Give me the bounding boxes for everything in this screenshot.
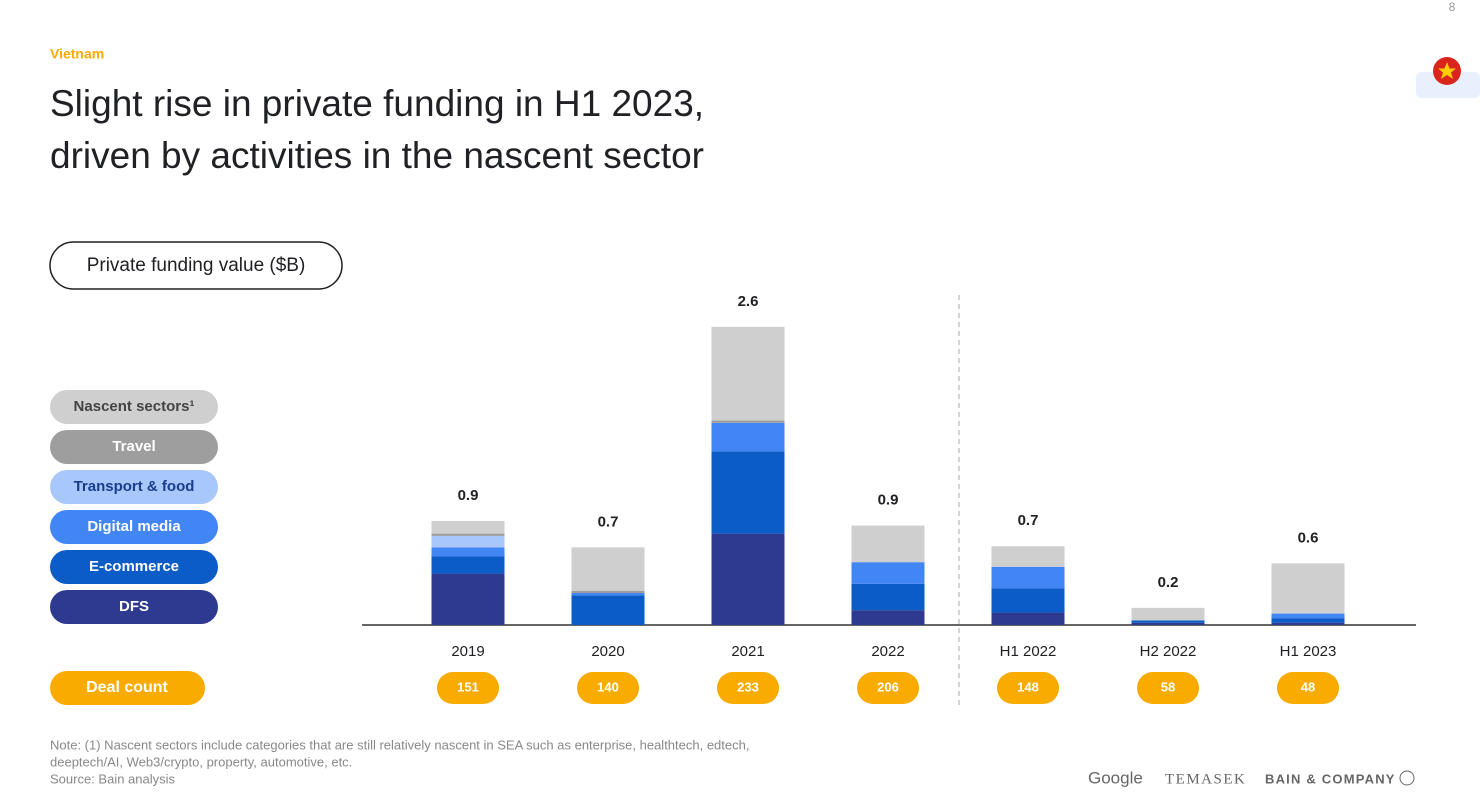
legend-label: Nascent sectors¹ xyxy=(74,398,195,415)
bar-segment xyxy=(1131,607,1205,621)
note: deeptech/AI, Web3/crypto, property, auto… xyxy=(50,754,352,769)
title-line: driven by activities in the nascent sect… xyxy=(50,135,704,176)
bar-segment xyxy=(711,451,785,534)
bar-segment xyxy=(431,535,505,548)
bar-segment xyxy=(991,588,1065,613)
legend-pill xyxy=(50,510,218,544)
x-tick-label: H2 2022 xyxy=(1140,643,1197,660)
x-tick-label: 2021 xyxy=(731,643,764,660)
bar-segment xyxy=(571,547,645,591)
bar-segment xyxy=(1271,613,1345,619)
title-line: Slight rise in private funding in H1 202… xyxy=(50,83,704,124)
bar-segment xyxy=(571,595,645,625)
legend-pill xyxy=(50,470,218,504)
legend-pill xyxy=(50,390,218,424)
bar-segment xyxy=(1271,563,1345,614)
bar-segment xyxy=(851,562,925,584)
deal-count-pill xyxy=(717,672,779,704)
deal-count-pill xyxy=(437,672,499,704)
legend-pill xyxy=(50,590,218,624)
bar-segment xyxy=(851,525,925,563)
total-label: 0.2 xyxy=(1158,574,1179,591)
total-label: 0.7 xyxy=(1018,512,1039,529)
deal-count: 58 xyxy=(1161,679,1175,694)
bar-segment xyxy=(851,583,925,611)
axis-label: Private funding value ($B) xyxy=(87,255,306,276)
legend-label: Transport & food xyxy=(74,478,195,495)
note: Note: (1) Nascent sectors include catego… xyxy=(50,737,749,752)
bar-segment xyxy=(571,590,645,594)
legend-label: E-commerce xyxy=(89,558,179,575)
bar-segment xyxy=(431,573,505,625)
flag-tab xyxy=(1416,72,1480,98)
legend-pill xyxy=(50,430,218,464)
x-tick-label: 2022 xyxy=(871,643,904,660)
total-label: 0.9 xyxy=(878,492,899,509)
deal-count: 206 xyxy=(877,679,899,694)
bar-segment xyxy=(1271,622,1345,625)
bar-segment xyxy=(711,420,785,423)
total-label: 0.9 xyxy=(458,487,479,504)
deal-count-pill xyxy=(1137,672,1199,704)
deal-count: 148 xyxy=(1017,679,1039,694)
logo: Google xyxy=(1088,768,1143,787)
deal-count-pill xyxy=(577,672,639,704)
section-label: Vietnam xyxy=(50,46,104,62)
deal-count: 151 xyxy=(457,679,479,694)
bar-segment xyxy=(991,546,1065,567)
axis-label-pill xyxy=(49,241,343,290)
deal-count-pill xyxy=(50,671,205,705)
legend-label: DFS xyxy=(119,598,149,615)
total-label: 0.6 xyxy=(1298,529,1319,546)
legend-pill xyxy=(50,550,218,584)
bar-segment xyxy=(431,556,505,574)
legend-label: Travel xyxy=(112,438,155,455)
bar-segment xyxy=(851,610,925,625)
logo-mark xyxy=(1399,770,1415,786)
logo: BAIN & COMPANY xyxy=(1265,771,1396,786)
bar-segment xyxy=(711,422,785,452)
x-tick-label: 2019 xyxy=(451,643,484,660)
bar-segment xyxy=(711,533,785,625)
bar-segment xyxy=(431,521,505,534)
page-number: 8 xyxy=(1449,0,1456,14)
deal-count-pill xyxy=(997,672,1059,704)
deal-count: 48 xyxy=(1301,679,1315,694)
bar-segment xyxy=(431,533,505,536)
legend-label: Digital media xyxy=(87,518,181,535)
logo: TEMASEK xyxy=(1165,771,1246,787)
source: Source: Bain analysis xyxy=(50,771,176,786)
x-tick-label: H1 2022 xyxy=(1000,643,1057,660)
deal-count-pill xyxy=(1277,672,1339,704)
deal-count-label: Deal count xyxy=(86,679,168,696)
bar-segment xyxy=(991,566,1065,589)
deal-count: 140 xyxy=(597,679,619,694)
flag-star xyxy=(1438,62,1456,79)
deal-count: 233 xyxy=(737,679,759,694)
x-tick-label: 2020 xyxy=(591,643,624,660)
bar-segment xyxy=(991,612,1065,625)
bar-segment xyxy=(571,593,645,596)
deal-count-pill xyxy=(857,672,919,704)
bar-segment xyxy=(1131,620,1205,623)
bar-segment xyxy=(1271,618,1345,623)
total-label: 2.6 xyxy=(738,293,759,310)
total-label: 0.7 xyxy=(598,513,619,530)
x-tick-label: H1 2023 xyxy=(1280,643,1337,660)
bar-segment xyxy=(431,547,505,557)
bar-segment xyxy=(711,326,785,421)
bar-segment xyxy=(1131,622,1205,625)
